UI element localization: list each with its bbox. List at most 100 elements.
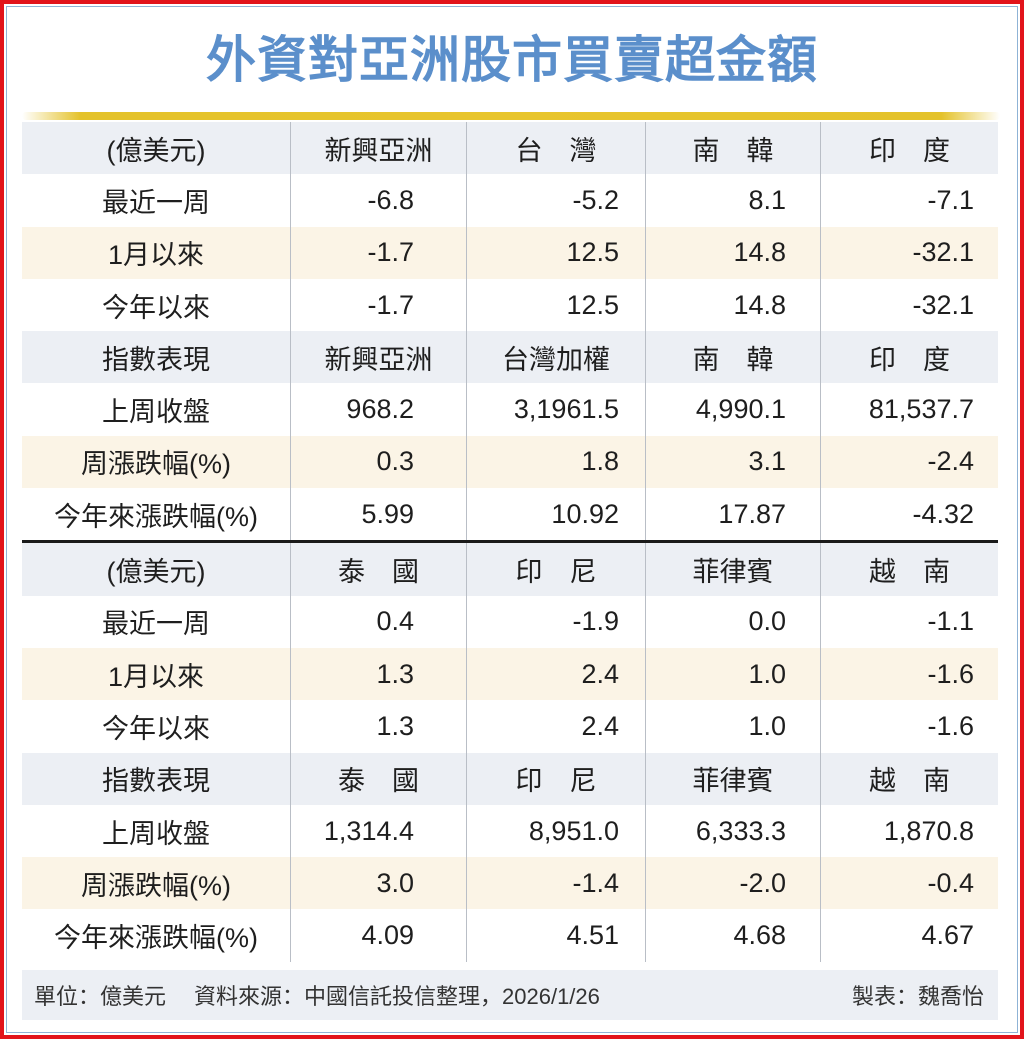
table-cell: 968.2	[290, 383, 466, 436]
table-cell: -1.7	[290, 278, 466, 332]
row-label: 最近一周	[102, 187, 210, 218]
table-cell: 2.4	[466, 700, 645, 753]
row-label: 1月以來	[107, 240, 205, 271]
table-cell: -2.4	[820, 435, 998, 489]
column-header: 越 南	[820, 752, 998, 805]
row-label: 1月以來	[107, 661, 205, 692]
row-label: 上周收盤	[102, 818, 210, 849]
table-cell: 1.3	[290, 700, 466, 753]
table-row: 今年來漲跌幅(%) 4.09 4.51 4.68 4.67	[22, 909, 998, 962]
unit-note: 單位：億美元	[34, 984, 167, 1009]
table-cell: 1.3	[290, 647, 466, 701]
table-cell: -32.1	[820, 278, 998, 332]
row-label: 今年來漲跌幅(%)	[54, 923, 258, 954]
table-cell: 4.09	[290, 909, 466, 962]
table-cell: -6.8	[290, 174, 466, 227]
table-row: 最近一周 0.4 -1.9 0.0 -1.1	[22, 595, 998, 648]
table-row: 周漲跌幅(%) 0.3 1.8 3.1 -2.4	[22, 435, 998, 489]
table-cell: 4.51	[466, 909, 645, 962]
column-header: 南 韓	[645, 331, 820, 384]
column-header: 印 尼	[466, 752, 645, 805]
table-header-row: 指數表現 泰 國 印 尼 菲律賓 越 南	[22, 752, 998, 805]
title-accent-bar	[22, 112, 1000, 120]
row-label: 今年來漲跌幅(%)	[54, 501, 258, 532]
unit-header: (億美元)	[106, 135, 206, 166]
table-cell: 0.3	[290, 435, 466, 489]
column-header: 泰 國	[290, 543, 466, 596]
table-cell: -1.6	[820, 700, 998, 753]
table-cell: 14.8	[645, 226, 820, 279]
row-label: 今年以來	[102, 713, 210, 744]
table-row: 最近一周 -6.8 -5.2 8.1 -7.1	[22, 174, 998, 227]
table-row: 今年以來 -1.7 12.5 14.8 -32.1	[22, 278, 998, 332]
table-cell: 0.0	[645, 595, 820, 648]
table-cell: 5.99	[290, 488, 466, 541]
row-label: 周漲跌幅(%)	[81, 449, 231, 480]
table-cell: -4.32	[820, 488, 998, 541]
table-cell: 4.68	[645, 909, 820, 962]
table-cell: 12.5	[466, 278, 645, 332]
table-cell: 3,1961.5	[466, 383, 645, 436]
table-cell: -2.0	[645, 857, 820, 910]
table-row: 1月以來 1.3 2.4 1.0 -1.6	[22, 647, 998, 701]
column-header: 印 尼	[466, 543, 645, 596]
table-cell: -1.4	[466, 857, 645, 910]
column-header: 菲律賓	[645, 543, 820, 596]
index-header: 指數表現	[102, 766, 210, 797]
footer-left: 單位：億美元 資料來源：中國信託投信整理，2026/1/26	[34, 979, 628, 1011]
index-header: 指數表現	[102, 344, 210, 375]
row-label: 周漲跌幅(%)	[81, 870, 231, 901]
table-row: 周漲跌幅(%) 3.0 -1.4 -2.0 -0.4	[22, 857, 998, 910]
data-table: (億美元) 新興亞洲 台 灣 南 韓 印 度 最近一周 -6.8 -5.2 8.…	[22, 122, 998, 962]
table-cell: -1.6	[820, 647, 998, 701]
column-header: 菲律賓	[645, 752, 820, 805]
source-note: 資料來源：中國信託投信整理，2026/1/26	[194, 984, 600, 1009]
table-cell: -5.2	[466, 174, 645, 227]
column-header: 新興亞洲	[290, 331, 466, 384]
column-header: 台 灣	[466, 122, 645, 175]
table-cell: -32.1	[820, 226, 998, 279]
column-header: 台灣加權	[466, 331, 645, 384]
page-title: 外資對亞洲股市買賣超金額	[206, 32, 818, 88]
table-cell: 1,314.4	[290, 804, 466, 858]
table-cell: -1.1	[820, 595, 998, 648]
table-cell: 14.8	[645, 278, 820, 332]
table-cell: 1.0	[645, 647, 820, 701]
table-row: 今年以來 1.3 2.4 1.0 -1.6	[22, 700, 998, 753]
column-header: 印 度	[820, 122, 998, 175]
credit-note: 製表：魏喬怡	[851, 984, 984, 1009]
table-cell: 0.4	[290, 595, 466, 648]
table-cell: 6,333.3	[645, 804, 820, 858]
table-cell: 17.87	[645, 488, 820, 541]
table-cell: -7.1	[820, 174, 998, 227]
table-cell: 81,537.7	[820, 383, 998, 436]
table-cell: 1.0	[645, 700, 820, 753]
table-row: 上周收盤 1,314.4 8,951.0 6,333.3 1,870.8	[22, 804, 998, 858]
table-cell: 4,990.1	[645, 383, 820, 436]
table-header-row: (億美元) 新興亞洲 台 灣 南 韓 印 度	[22, 122, 998, 175]
table-cell: 12.5	[466, 226, 645, 279]
unit-header: (億美元)	[106, 557, 206, 588]
column-header: 泰 國	[290, 752, 466, 805]
row-label: 今年以來	[102, 292, 210, 323]
table-cell: 8.1	[645, 174, 820, 227]
table-cell: 3.1	[645, 435, 820, 489]
footer-note: 單位：億美元 資料來源：中國信託投信整理，2026/1/26 製表：魏喬怡	[22, 970, 998, 1020]
table-cell: 4.67	[820, 909, 998, 962]
table-cell: 1.8	[466, 435, 645, 489]
column-header: 印 度	[820, 331, 998, 384]
table-header-row: 指數表現 新興亞洲 台灣加權 南 韓 印 度	[22, 331, 998, 384]
table-cell: -1.7	[290, 226, 466, 279]
table-cell: 10.92	[466, 488, 645, 541]
column-header: 南 韓	[645, 122, 820, 175]
table-cell: 3.0	[290, 857, 466, 910]
table-cell: 2.4	[466, 647, 645, 701]
table-header-row: (億美元) 泰 國 印 尼 菲律賓 越 南	[22, 543, 998, 596]
table-row: 上周收盤 968.2 3,1961.5 4,990.1 81,537.7	[22, 383, 998, 436]
row-label: 上周收盤	[102, 397, 210, 428]
table-cell: 8,951.0	[466, 804, 645, 858]
section-divider	[22, 540, 998, 544]
table-row: 今年來漲跌幅(%) 5.99 10.92 17.87 -4.32	[22, 488, 998, 541]
column-header: 新興亞洲	[290, 122, 466, 175]
